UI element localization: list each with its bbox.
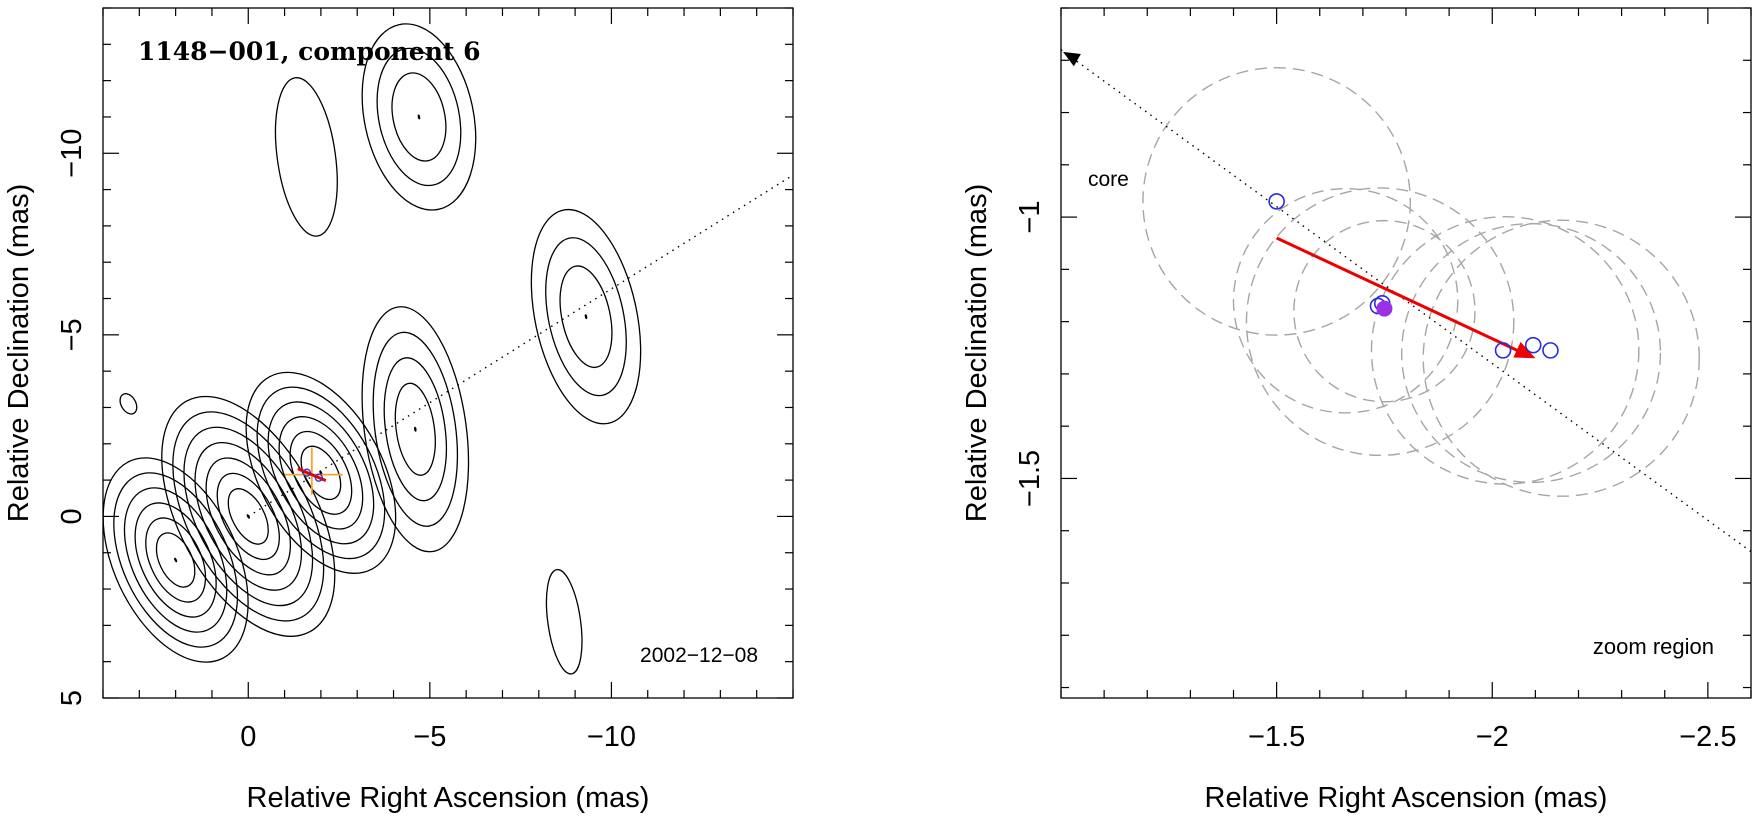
zoom-plot-area <box>1061 49 1751 553</box>
contour-peak <box>246 514 250 519</box>
contour-peak <box>417 114 421 120</box>
y-tick-label: −5 <box>56 318 88 351</box>
component-position-point <box>1494 342 1512 359</box>
contour-knot-a <box>102 457 249 663</box>
contour-level <box>113 472 239 648</box>
contour-blob-2 <box>274 77 338 237</box>
error-circle <box>1232 187 1459 414</box>
x-axis-label-left: Relative Right Ascension (mas) <box>247 782 650 814</box>
contour-level <box>172 411 325 622</box>
contour-peak <box>414 426 417 432</box>
contour-knot-c <box>530 208 642 425</box>
contour-knot-comp6 <box>245 371 397 574</box>
contour-peak <box>174 557 178 563</box>
x-tick-label: −10 <box>587 721 636 753</box>
zoom-plot <box>1061 49 1751 553</box>
zoom-panel: −1.5−2−2.5−0.5−1−1.5 core zoom region Re… <box>961 7 1752 814</box>
contour-level <box>119 393 138 415</box>
y-tick-label: 0 <box>56 508 88 524</box>
component-position-point <box>1542 342 1559 359</box>
contour-level <box>245 371 397 574</box>
zoom-region-annotation: zoom region <box>1593 634 1714 659</box>
contour-level <box>530 208 642 425</box>
component-position-marker <box>314 473 324 482</box>
axis-ticks-left: 0 −5 −10 5 0 −5 −10 <box>56 7 794 753</box>
x-tick-label: −2 <box>1476 721 1509 753</box>
y-tick-label: −1 <box>1014 201 1046 234</box>
jet-axis-line <box>247 174 794 518</box>
error-circle <box>1142 67 1412 336</box>
axis-ticks-right: −1.5−2−2.5−0.5−1−1.5 <box>1014 7 1752 753</box>
contour-blob-1 <box>545 568 583 675</box>
core-direction-arrowhead <box>1063 51 1081 67</box>
contour-level <box>274 77 338 237</box>
proper-motion-vector <box>1275 236 1525 355</box>
x-tick-label: −5 <box>413 721 446 753</box>
y-axis-label-left: Relative Declination (mas) <box>3 184 35 522</box>
contour-level <box>372 331 459 527</box>
contour-level <box>227 488 269 545</box>
contour-knot-b <box>361 306 470 553</box>
plot-frame-left <box>102 7 794 699</box>
contour-level <box>383 357 447 502</box>
plot-frame-right <box>1060 7 1752 699</box>
contour-map-panel: 0 −5 −10 5 0 −5 −10 1148−001, component 6 2002… <box>3 7 794 814</box>
component-position-point <box>1268 193 1285 210</box>
x-tick-label: 0 <box>240 721 256 753</box>
contour-level <box>267 401 375 545</box>
map-title: 1148−001, component 6 <box>138 37 481 66</box>
jet-axis-line <box>1061 49 1751 553</box>
contour-level <box>102 457 249 663</box>
contour-level <box>216 472 280 561</box>
contour-level <box>145 517 207 603</box>
contour-map <box>102 23 794 675</box>
y-axis-label-right: Relative Declination (mas) <box>961 184 993 522</box>
error-circle <box>1293 219 1476 403</box>
contour-level <box>183 426 314 607</box>
y-tick-label: 5 <box>56 690 88 706</box>
error-circle <box>1370 215 1640 485</box>
y-tick-label: −10 <box>56 129 88 178</box>
contour-level <box>278 416 364 530</box>
x-tick-label: −2.5 <box>1679 721 1736 753</box>
contour-core <box>161 395 336 637</box>
component-position-point <box>1524 336 1542 354</box>
contour-level <box>391 72 447 162</box>
proper-motion-arrowhead <box>1513 341 1536 359</box>
contour-level <box>361 23 477 211</box>
contour-level <box>361 306 470 553</box>
contour-peak <box>584 314 588 320</box>
contour-level <box>155 532 196 588</box>
component-position-marker <box>302 468 312 477</box>
contour-level <box>545 568 583 675</box>
x-tick-label: −1.5 <box>1248 721 1305 753</box>
epoch-date-label: 2002−12−08 <box>640 644 758 667</box>
contour-level <box>123 487 228 633</box>
x-axis-label-right: Relative Right Ascension (mas) <box>1205 782 1608 814</box>
contour-level <box>205 457 292 576</box>
mean-position-point <box>1376 300 1393 317</box>
contour-level <box>559 265 613 369</box>
contour-level <box>194 441 303 591</box>
contour-level <box>300 445 342 501</box>
contour-level <box>545 237 627 397</box>
y-tick-label: −1.5 <box>1014 450 1046 507</box>
component-motion-marker <box>297 467 327 483</box>
contour-level <box>289 430 353 515</box>
contour-level <box>394 382 436 476</box>
contour-level <box>134 502 217 618</box>
contour-blob-3 <box>119 393 138 415</box>
error-circle <box>1245 187 1515 457</box>
contour-knot-d <box>361 23 477 211</box>
error-circle <box>1422 219 1700 497</box>
contour-level <box>376 47 462 187</box>
core-annotation: core <box>1088 168 1129 191</box>
